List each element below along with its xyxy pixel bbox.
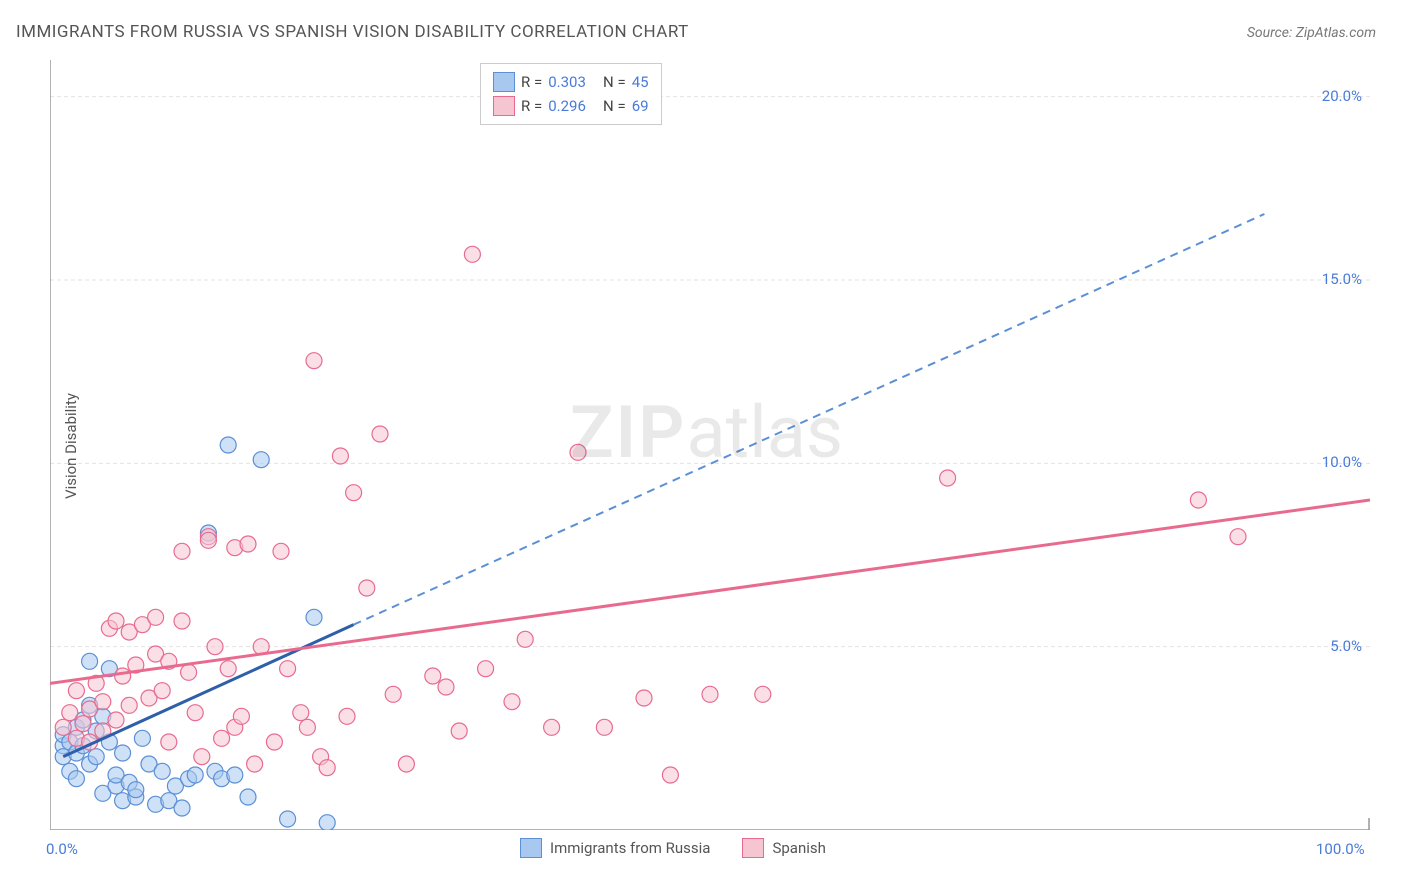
x-tick-label: 0.0% [46, 840, 78, 858]
scatter-plot: ZIPatlas R = 0.303 N = 45R = 0.296 N = 6… [50, 60, 1370, 830]
x-tick-label: 100.0% [1316, 840, 1365, 858]
source-label: Source: ZipAtlas.com [1247, 25, 1376, 41]
y-tick-label: 10.0% [1322, 453, 1362, 471]
y-tick-label: 15.0% [1322, 270, 1362, 288]
legend-row: R = 0.296 N = 69 [493, 94, 649, 118]
plot-svg [50, 60, 1370, 830]
legend-label: Immigrants from Russia [550, 839, 710, 857]
legend-row: R = 0.303 N = 45 [493, 70, 649, 94]
series-legend: Immigrants from Russia Spanish [520, 838, 850, 858]
y-tick-label: 20.0% [1322, 87, 1362, 105]
correlation-legend: R = 0.303 N = 45R = 0.296 N = 69 [480, 63, 662, 125]
y-tick-label: 5.0% [1330, 637, 1362, 655]
chart-title: IMMIGRANTS FROM RUSSIA VS SPANISH VISION… [16, 22, 689, 42]
legend-swatch [742, 838, 764, 858]
legend-label: Spanish [772, 839, 825, 857]
legend-swatch [520, 838, 542, 858]
